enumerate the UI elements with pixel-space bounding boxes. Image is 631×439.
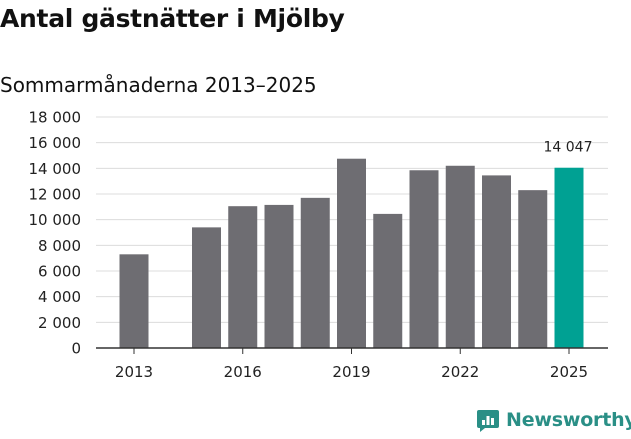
bar-2017 [264, 204, 294, 348]
y-tick-label: 14 000 [29, 160, 82, 178]
chart-title: Antal gästnätter i Mjölby [0, 4, 345, 33]
x-tick-label: 2019 [332, 363, 370, 381]
data-label: 14 047 [544, 140, 593, 156]
bar-2021 [409, 170, 439, 348]
bar-2018 [300, 197, 330, 348]
y-tick-label: 18 000 [29, 109, 82, 127]
y-tick-label: 2 000 [38, 314, 81, 332]
y-tick-label: 0 [71, 340, 81, 358]
x-tick-label: 2025 [550, 363, 588, 381]
newsworthy-logo-text: Newsworthy [506, 409, 631, 431]
y-tick-label: 16 000 [29, 134, 82, 152]
bar-2024 [518, 190, 548, 348]
bar-2016 [228, 206, 258, 348]
y-tick-label: 10 000 [29, 211, 82, 229]
y-tick-label: 8 000 [38, 237, 81, 255]
bar-2022 [445, 165, 475, 348]
x-tick-label: 2013 [115, 363, 153, 381]
y-tick-label: 12 000 [29, 186, 82, 204]
y-tick-label: 6 000 [38, 263, 81, 281]
x-tick-label: 2022 [441, 363, 479, 381]
newsworthy-logo-icon [477, 410, 499, 432]
newsworthy-logo: Newsworthy [476, 408, 631, 432]
x-tick-label: 2016 [224, 363, 262, 381]
chart-subtitle: Sommarmånaderna 2013–2025 [0, 73, 317, 97]
bar-2019 [337, 158, 366, 348]
bar-2015 [192, 227, 221, 348]
y-tick-label: 4 000 [38, 288, 81, 306]
bar-2013 [119, 254, 149, 348]
bar-2020 [373, 213, 403, 348]
bar-2023 [482, 175, 511, 348]
bar-2025 [554, 167, 584, 348]
